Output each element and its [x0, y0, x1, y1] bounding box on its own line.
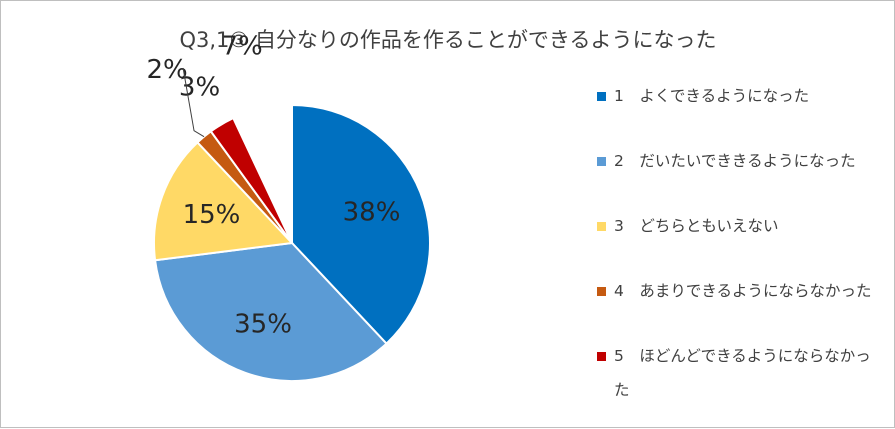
legend-swatch-3 — [597, 222, 606, 231]
legend-swatch-5 — [597, 352, 606, 361]
legend-swatch-2 — [597, 157, 606, 166]
legend-swatch-4 — [597, 287, 606, 296]
legend-label-5: 5 ほどんどできるようにならなかった — [614, 347, 871, 399]
pie-slice-5 — [209, 116, 293, 244]
pie-slice-2 — [153, 241, 388, 382]
data-label-4: 2% — [146, 55, 187, 85]
data-label-2: 35% — [234, 310, 292, 340]
chart-title: Q3,1③ 自分なりの作品を作ることができるようになった — [179, 28, 716, 52]
legend-swatch-1 — [597, 92, 606, 101]
legend-label-4: 4 あまりできるようにならなかった — [614, 282, 872, 300]
data-label-1: 38% — [343, 198, 401, 228]
legend-label-1: 1 よくできるようになった — [614, 87, 809, 105]
legend: 1 よくできるようになった 2 だいたいでききるようになった 3 どちらともいえない… — [597, 87, 872, 399]
data-label-5: 3% — [179, 73, 220, 103]
legend-label-2: 2 だいたいでききるようになった — [614, 152, 856, 170]
legend-label-3: 3 どちらともいえない — [614, 217, 779, 235]
pie-labels: 38% 35% 15% 2%3%7% — [146, 31, 400, 339]
leader-line — [182, 67, 205, 138]
pie-slices — [153, 103, 431, 382]
data-label-3: 15% — [183, 200, 241, 230]
pie-slice-3 — [153, 140, 295, 262]
data-label-remainder: 7% — [221, 31, 262, 61]
pie-slice-1 — [291, 103, 431, 346]
